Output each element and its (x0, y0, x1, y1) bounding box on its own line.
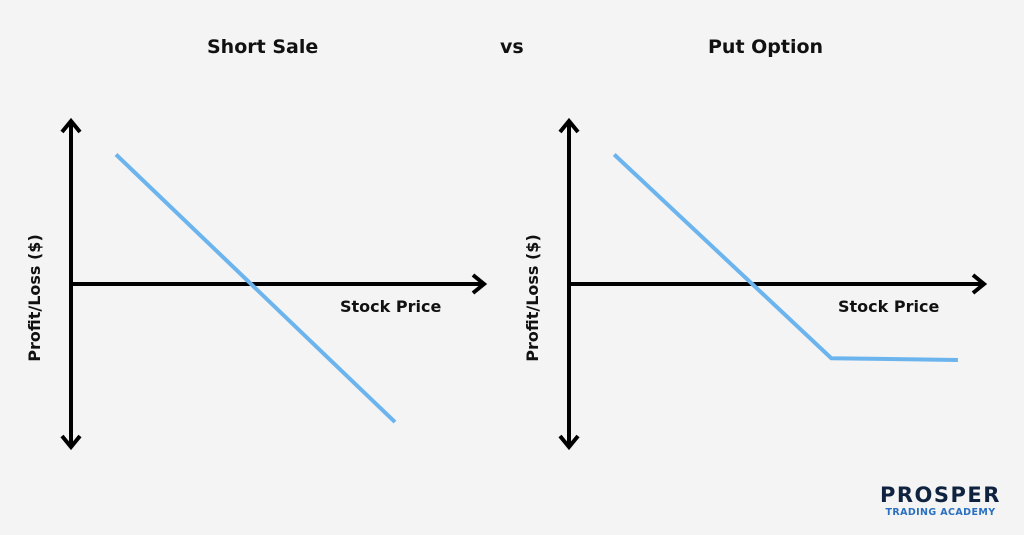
logo-wordmark: PROSPER (880, 483, 1001, 507)
chart-2-x-axis-label: Stock Price (838, 297, 939, 316)
chart-1-payoff-line (114, 153, 397, 424)
chart-1-x-axis-label: Stock Price (340, 297, 441, 316)
prosper-logo: PROSPER TRADING ACADEMY (880, 484, 1001, 520)
chart-1-y-axis-arrow-up (60, 117, 82, 134)
vs-label: vs (500, 36, 524, 58)
chart-title-short-sale: Short Sale (207, 36, 319, 58)
chart-1-x-axis-arrow (471, 273, 488, 295)
chart-1-y-axis-label: Profit/Loss ($) (25, 234, 44, 362)
chart-2-y-axis-label: Profit/Loss ($) (523, 234, 542, 362)
chart-1-y-axis-arrow-down (60, 434, 82, 451)
chart-2-y-axis-arrow-up (558, 117, 580, 134)
chart-2-x-axis-arrow (971, 273, 988, 295)
chart-2-y-axis-arrow-down (558, 434, 580, 451)
chart-title-put-option: Put Option (708, 36, 824, 58)
chart-2-payoff-line (612, 153, 958, 362)
logo-subtitle: TRADING ACADEMY (885, 507, 996, 518)
